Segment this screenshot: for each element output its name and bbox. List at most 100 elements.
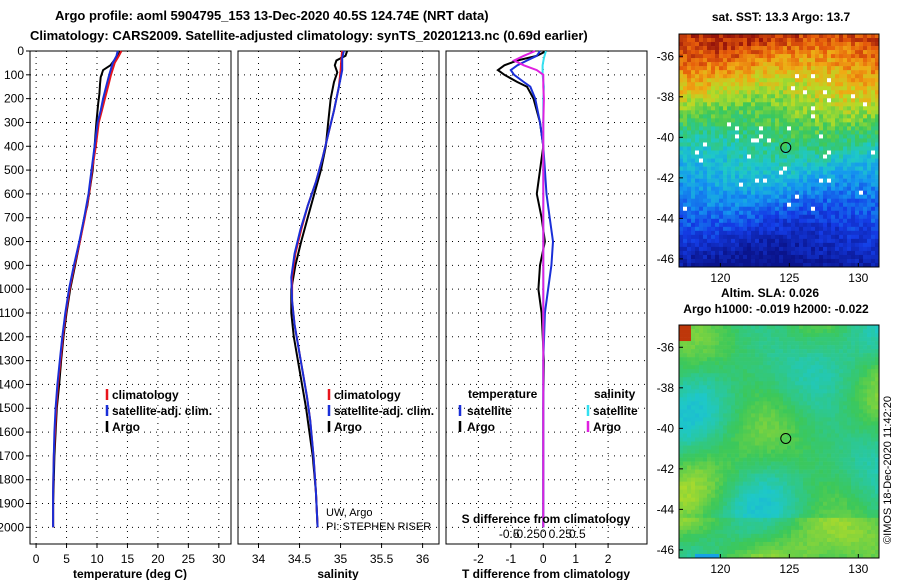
map-cell <box>715 74 720 79</box>
map-cell <box>871 417 876 422</box>
map-cell <box>795 50 800 55</box>
map-cell <box>839 46 844 51</box>
map-cell <box>843 94 848 99</box>
map-cell <box>739 222 744 228</box>
map-cell <box>719 86 724 91</box>
map-cell <box>779 74 784 79</box>
t-difference-xlabel: T difference from climatology <box>462 567 630 580</box>
map-cell <box>823 369 828 374</box>
map-cell <box>791 34 796 39</box>
map-cell <box>727 114 732 119</box>
map-cell <box>743 409 748 414</box>
map-cell <box>791 250 796 256</box>
map-cell <box>811 421 816 426</box>
map-cell <box>851 325 856 330</box>
map-cell <box>703 425 708 430</box>
map-cell <box>859 369 864 374</box>
map-cell <box>859 174 864 179</box>
map-cell <box>715 417 720 422</box>
map-cell <box>851 218 856 224</box>
map-cell <box>779 54 784 59</box>
map-cell <box>715 138 720 143</box>
map-cell <box>687 365 692 370</box>
map-cell <box>827 110 832 115</box>
map-cell <box>683 138 688 143</box>
map-cell <box>763 138 768 143</box>
map-cell <box>687 385 692 390</box>
map-cell <box>847 182 852 187</box>
map-cell <box>683 66 688 71</box>
map-cell <box>735 369 740 374</box>
map-cell <box>783 397 788 402</box>
map-cell <box>835 246 840 252</box>
map-cell <box>859 397 864 402</box>
map-cell <box>695 341 700 346</box>
map-cell <box>831 397 836 402</box>
map-cell <box>751 242 756 248</box>
map-cell <box>727 198 732 204</box>
map-cell <box>815 86 820 91</box>
map-cell <box>711 198 716 204</box>
map-cell <box>783 70 788 75</box>
map-cell <box>767 206 772 212</box>
map-cell <box>867 381 872 386</box>
map-cell <box>747 325 752 330</box>
map-cell <box>731 78 736 83</box>
map-cell <box>783 329 788 334</box>
map-cell <box>787 345 792 350</box>
map-cell <box>779 425 784 430</box>
map-cell <box>871 453 876 458</box>
map-cell <box>795 453 800 458</box>
map-cell <box>831 218 836 224</box>
map-cell <box>743 461 748 466</box>
map-cell <box>815 329 820 334</box>
map-cell <box>719 58 724 63</box>
map-cell <box>743 66 748 71</box>
map-cell <box>695 78 700 83</box>
map-cell <box>815 445 820 450</box>
map-cell <box>707 421 712 426</box>
map-cell <box>691 417 696 422</box>
map-cell <box>791 122 796 127</box>
map-cell <box>875 86 880 91</box>
map-cell <box>851 114 856 119</box>
map-cell <box>827 190 832 195</box>
map-cell <box>779 202 784 208</box>
map-cell <box>691 178 696 183</box>
map-cell <box>707 150 712 155</box>
map-cell <box>795 90 800 95</box>
map-cell <box>839 126 844 131</box>
map-cell <box>759 86 764 91</box>
map-cell <box>811 210 816 216</box>
map-cell <box>807 389 812 394</box>
map-cell <box>727 126 732 131</box>
map-cell <box>811 469 816 474</box>
map-cell <box>687 222 692 228</box>
map-cell <box>763 34 768 39</box>
map-cell <box>683 341 688 346</box>
map-cell <box>739 114 744 119</box>
map-cell <box>839 397 844 402</box>
map-cell <box>695 42 700 47</box>
map-cell <box>743 242 748 248</box>
map-cell <box>707 465 712 470</box>
map-cell <box>839 449 844 454</box>
map-cell <box>827 373 832 378</box>
map-cell <box>835 469 840 474</box>
map-cell <box>835 254 840 260</box>
map-cell <box>831 457 836 462</box>
map-cell <box>827 54 832 59</box>
map-cell <box>847 325 852 330</box>
map-cell <box>775 393 780 398</box>
map-cell <box>867 341 872 346</box>
map-cell <box>715 62 720 67</box>
map-cell <box>827 182 832 187</box>
map-cell <box>815 186 820 191</box>
map-cell <box>839 170 844 175</box>
map-cell <box>839 106 844 111</box>
map-cell <box>715 210 720 216</box>
map-cell <box>827 102 832 107</box>
map-cell <box>787 110 792 115</box>
map-cell <box>723 329 728 334</box>
map-cell <box>827 425 832 430</box>
